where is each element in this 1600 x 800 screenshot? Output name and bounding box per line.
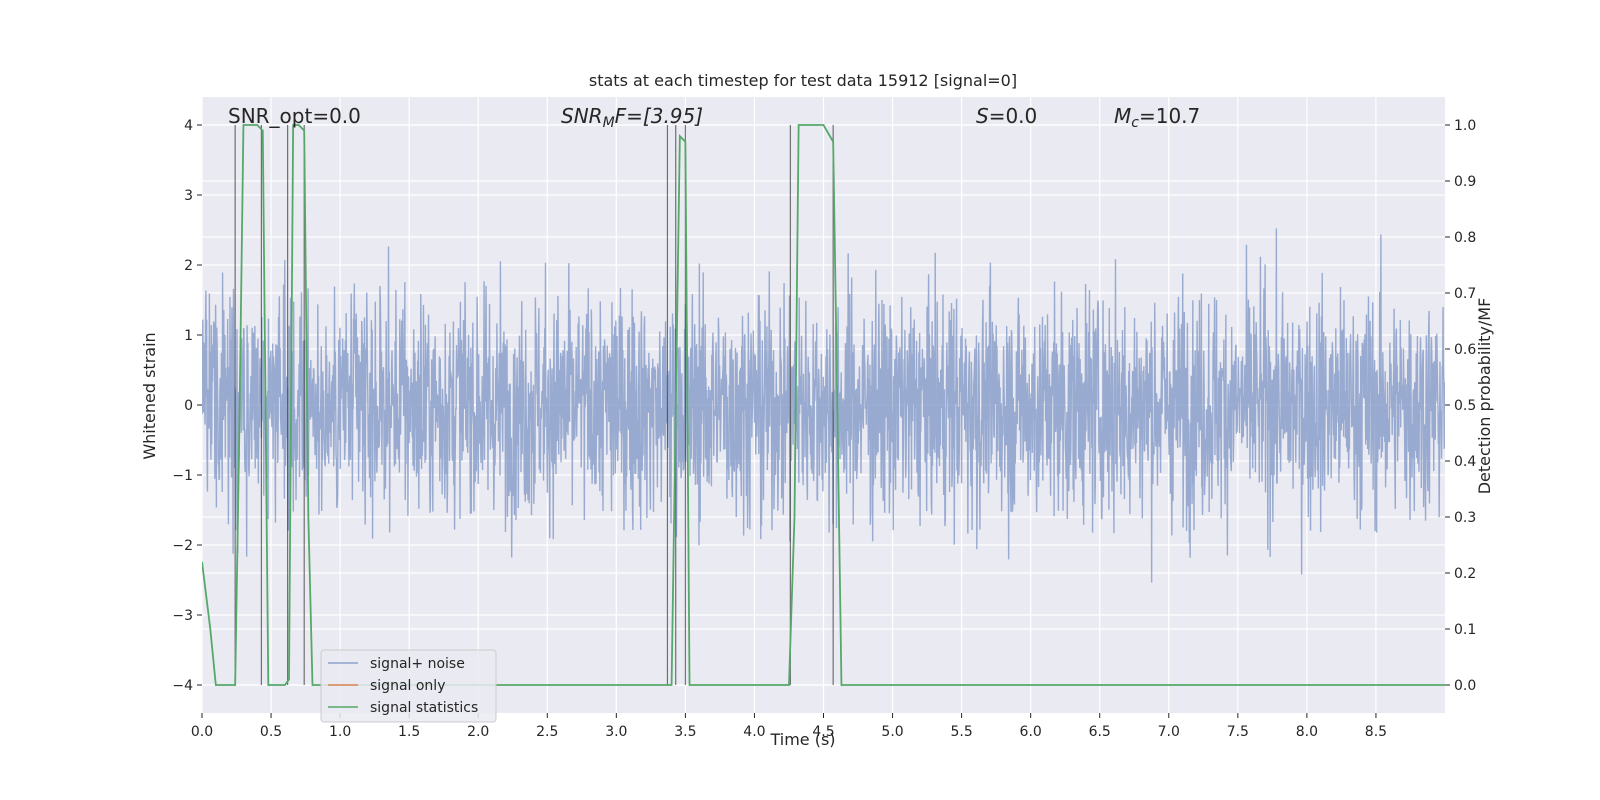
x-tick-label: 3.5 (674, 724, 696, 740)
legend: signal+ noise signal only signal statist… (320, 649, 497, 723)
annotation-mc: Mc=10.7 (1114, 104, 1200, 131)
left-tick-label: 4 (184, 118, 193, 134)
snr-mf-sub: M (603, 115, 615, 131)
left-tick-label: 3 (184, 188, 193, 204)
mc-sub: c (1131, 115, 1139, 131)
x-tick-label: 1.5 (398, 724, 420, 740)
right-tick-label: 0.0 (1454, 678, 1476, 694)
x-tick-label: 7.0 (1158, 724, 1180, 740)
mc-rest: =10.7 (1139, 104, 1200, 128)
legend-box (320, 649, 497, 723)
left-tick-label: 1 (184, 328, 193, 344)
right-tick-label: 0.6 (1454, 342, 1476, 358)
legend-label-signal-only: signal only (370, 678, 445, 694)
snr-mf-rest: F=[3.95] (615, 104, 703, 128)
left-tick-label: −3 (172, 608, 193, 624)
x-ticks: 0.0 0.5 1.0 1.5 2.0 2.5 3.0 3.5 4.0 4.5 5.0 5.5 6.0 6… (191, 713, 1387, 740)
annotation-snr-mf: SNRMF=[3.95] (561, 104, 703, 131)
x-tick-label: 5.5 (950, 724, 972, 740)
s-italic: S (976, 104, 989, 128)
right-tick-label: 0.3 (1454, 510, 1476, 526)
left-y-ticks: 4 3 2 1 0 −1 −2 −3 −4 (172, 118, 202, 694)
right-tick-label: 1.0 (1454, 118, 1476, 134)
left-tick-label: 2 (184, 258, 193, 274)
left-tick-label: 0 (184, 398, 193, 414)
x-tick-label: 5.0 (881, 724, 903, 740)
x-tick-label: 8.0 (1296, 724, 1318, 740)
x-tick-label: 6.0 (1020, 724, 1042, 740)
x-tick-label: 8.5 (1365, 724, 1387, 740)
signal-noise-series (202, 228, 1445, 583)
x-tick-label: 7.5 (1227, 724, 1249, 740)
right-tick-label: 0.8 (1454, 230, 1476, 246)
left-tick-label: −2 (172, 538, 193, 554)
right-tick-label: 0.9 (1454, 174, 1476, 190)
y2-axis-label: Detection probability/MF (1475, 298, 1494, 495)
legend-label-signal-statistics: signal statistics (370, 700, 478, 716)
x-tick-label: 3.0 (605, 724, 627, 740)
signal-noise-line (202, 228, 1445, 583)
snr-mf-base: SNR (561, 104, 603, 128)
right-tick-label: 0.7 (1454, 286, 1476, 302)
right-tick-label: 0.5 (1454, 398, 1476, 414)
right-y-ticks: 1.0 0.9 0.8 0.7 0.6 0.5 0.4 0.3 0.2 0.1 0.0 (1445, 118, 1476, 694)
x-tick-label: 2.5 (536, 724, 558, 740)
y-axis-label: Whitened strain (140, 332, 159, 459)
x-tick-label: 4.0 (743, 724, 765, 740)
x-tick-label: 6.5 (1089, 724, 1111, 740)
x-tick-label: 0.5 (260, 724, 282, 740)
right-tick-label: 0.2 (1454, 566, 1476, 582)
annotation-snr-opt: SNR_opt=0.0 (228, 104, 361, 128)
x-tick-label: 0.0 (191, 724, 213, 740)
left-tick-label: −1 (172, 468, 193, 484)
legend-label-signal-noise: signal+ noise (370, 656, 465, 672)
right-tick-label: 0.1 (1454, 622, 1476, 638)
x-tick-label: 2.0 (467, 724, 489, 740)
x-tick-label: 4.5 (812, 724, 834, 740)
annotation-s: S=0.0 (976, 104, 1037, 128)
left-tick-label: −4 (172, 678, 193, 694)
mc-base: M (1114, 104, 1131, 128)
right-tick-label: 0.4 (1454, 454, 1476, 470)
chart-title: stats at each timestep for test data 159… (589, 71, 1017, 90)
s-rest: =0.0 (989, 104, 1038, 128)
x-axis-label: Time (s) (769, 730, 835, 749)
x-tick-label: 1.0 (329, 724, 351, 740)
